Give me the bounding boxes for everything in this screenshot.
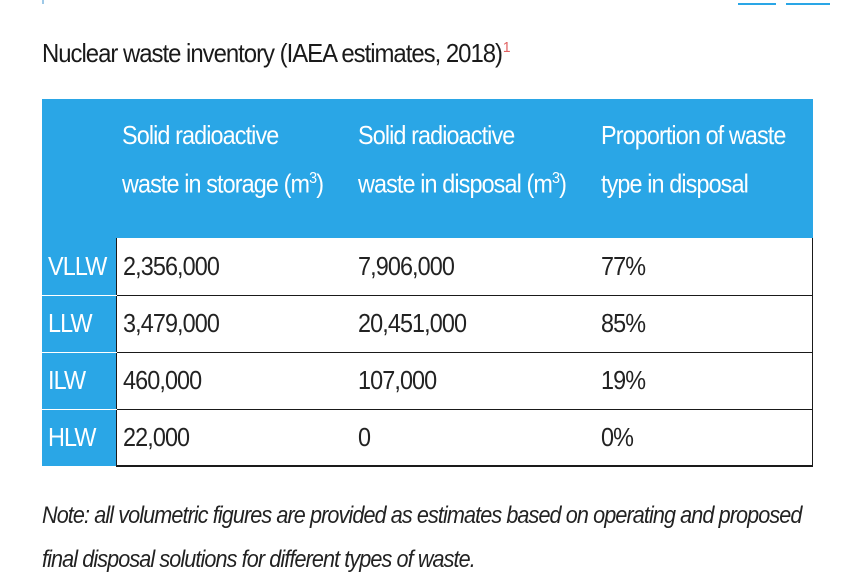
storage-cell: 2,356,000 [115, 238, 358, 296]
storage-cell: 3,479,000 [115, 295, 358, 353]
header-proportion: Proportion of waste type in disposal [598, 99, 813, 238]
storage-cell: 22,000 [115, 409, 358, 467]
proportion-cell: 0% [598, 409, 813, 467]
header-corner-cell [42, 99, 116, 238]
disposal-cell: 20,451,000 [358, 295, 598, 353]
header-storage-line2: waste in storage (m [122, 168, 310, 199]
top-toolbar [0, 0, 855, 6]
table-row: HLW 22,000 0 0% [42, 409, 813, 467]
disposal-cell: 107,000 [358, 352, 598, 410]
toolbar-button[interactable] [786, 0, 830, 5]
row-label-ilw: ILW [42, 352, 116, 410]
header-disposal-line1: Solid radioactive [358, 120, 515, 150]
header-proportion-line2: type in disposal [601, 168, 749, 199]
header-proportion-line1: Proportion of waste [601, 120, 786, 150]
footnote-link[interactable]: 1 [502, 39, 511, 57]
divider [42, 0, 44, 4]
disposal-cell: 7,906,000 [358, 238, 598, 296]
storage-cell: 460,000 [115, 352, 358, 410]
waste-inventory-table: Solid radioactive waste in storage (m3) S… [42, 99, 813, 467]
table-row: LLW 3,479,000 20,451,000 85% [42, 295, 813, 353]
row-label-llw: LLW [42, 295, 116, 353]
note-line-2: final disposal solutions for different t… [42, 546, 476, 573]
row-label-vllw: VLLW [42, 238, 116, 296]
table-note: Note: all volumetric figures are provide… [42, 494, 832, 582]
header-storage: Solid radioactive waste in storage (m3) [116, 99, 358, 238]
header-disposal-line2: waste in disposal (m [358, 168, 553, 199]
header-disposal-sup: 3 [551, 170, 560, 187]
table-header-row: Solid radioactive waste in storage (m3) S… [42, 99, 813, 238]
proportion-cell: 77% [598, 238, 813, 296]
toolbar-button[interactable] [738, 0, 776, 5]
table-row: VLLW 2,356,000 7,906,000 77% [42, 238, 813, 296]
note-line-1: Note: all volumetric figures are provide… [42, 502, 802, 529]
table-title: Nuclear waste inventory (IAEA estimates,… [42, 38, 511, 69]
row-label-hlw: HLW [42, 409, 116, 467]
proportion-cell: 19% [598, 352, 813, 410]
proportion-cell: 85% [598, 295, 813, 353]
header-storage-line1: Solid radioactive [122, 120, 279, 150]
header-storage-close: ) [316, 168, 324, 199]
table-row: ILW 460,000 107,000 19% [42, 352, 813, 410]
header-disposal: Solid radioactive waste in disposal (m3) [358, 99, 598, 238]
header-storage-sup: 3 [309, 170, 317, 187]
disposal-cell: 0 [358, 409, 598, 467]
table-title-text: Nuclear waste inventory (IAEA estimates,… [42, 38, 503, 68]
header-disposal-close: ) [559, 168, 567, 199]
